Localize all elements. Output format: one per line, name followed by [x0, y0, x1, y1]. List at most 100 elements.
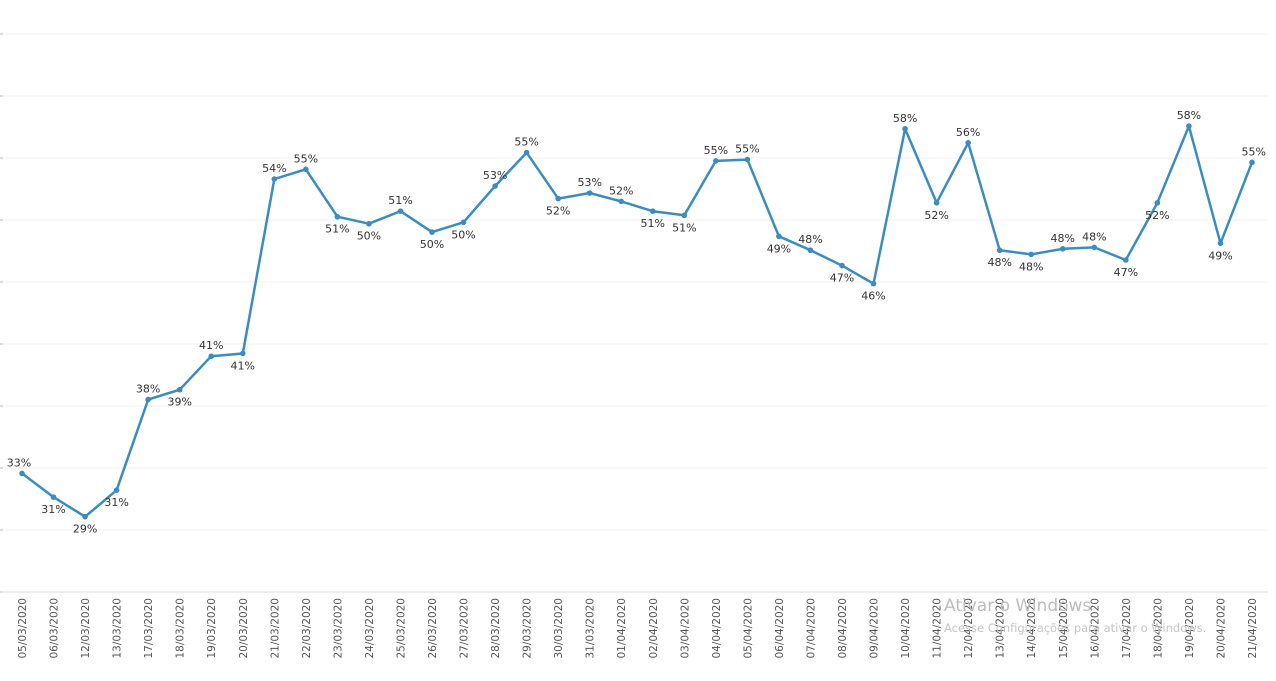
data-label: 31% — [41, 503, 65, 516]
data-point — [649, 208, 656, 214]
data-label: 48% — [1019, 260, 1043, 273]
data-point — [1186, 123, 1192, 129]
data-point — [366, 220, 372, 227]
x-axis: 05/03/2020 06/03/2020 12/03/2020 13/03/2020… — [17, 598, 1259, 659]
x-tick-label: 19/03/2020 — [206, 598, 218, 659]
data-point — [1154, 199, 1161, 206]
data-label: 52% — [1145, 209, 1169, 222]
data-point — [1028, 251, 1035, 258]
data-label: 47% — [1114, 266, 1138, 279]
data-label: 33% — [7, 456, 31, 469]
data-point — [933, 199, 940, 206]
x-tick-label: 18/04/2020 — [1152, 598, 1164, 659]
data-point — [1249, 159, 1255, 166]
data-point — [145, 396, 151, 403]
x-tick-label: 22/03/2020 — [301, 598, 313, 659]
x-tick-label: 29/03/2020 — [522, 598, 534, 659]
x-tick-label: 08/04/2020 — [837, 598, 849, 659]
series — [19, 123, 1255, 520]
data-label: 31% — [104, 496, 128, 509]
x-tick-label: 19/04/2020 — [1184, 598, 1196, 659]
data-label: 51% — [641, 217, 665, 230]
data-label: 51% — [388, 194, 412, 207]
data-point — [303, 166, 309, 173]
data-point — [271, 176, 278, 182]
data-point — [713, 158, 719, 164]
data-label: 50% — [451, 228, 475, 241]
data-label: 52% — [609, 184, 633, 197]
data-point — [744, 156, 751, 163]
data-label: 49% — [1208, 249, 1232, 262]
x-tick-label: 10/04/2020 — [900, 598, 912, 659]
data-label: 53% — [483, 169, 507, 182]
data-point — [397, 208, 404, 214]
data-point — [176, 386, 183, 393]
data-point — [839, 262, 845, 269]
data-point — [82, 513, 88, 520]
data-label: 41% — [199, 339, 223, 352]
data-point — [870, 280, 877, 287]
x-tick-label: 30/03/2020 — [553, 598, 565, 659]
data-label: 53% — [577, 176, 601, 189]
data-label: 48% — [987, 256, 1011, 269]
data-label: 39% — [167, 396, 191, 409]
data-label: 54% — [262, 162, 286, 175]
watermark-subtitle: Acesse Configurações para ativar o Windo… — [944, 621, 1206, 635]
data-label: 41% — [231, 359, 255, 372]
data-label: 55% — [1242, 145, 1266, 158]
data-point — [492, 183, 498, 189]
x-tick-label: 13/03/2020 — [112, 598, 124, 659]
x-tick-label: 15/04/2020 — [1058, 598, 1070, 659]
data-label: 48% — [798, 233, 822, 246]
gridlines — [0, 33, 1268, 593]
data-point — [1059, 246, 1066, 252]
data-labels: 33% 31% 29% 31% 38% 39% 41% 41% 54% 55% 51% 50% 51% 5… — [7, 109, 1266, 536]
data-point — [460, 219, 467, 226]
x-tick-label: 09/04/2020 — [869, 598, 881, 659]
data-point — [1217, 240, 1224, 247]
data-label: 55% — [294, 152, 318, 165]
x-tick-label: 06/03/2020 — [49, 598, 61, 659]
x-tick-label: 25/03/2020 — [395, 598, 407, 659]
x-tick-label: 07/04/2020 — [805, 598, 817, 659]
x-tick-label: 06/04/2020 — [774, 598, 786, 659]
data-point — [50, 494, 57, 500]
x-tick-label: 18/03/2020 — [175, 598, 187, 659]
data-label: 55% — [704, 144, 728, 157]
data-label: 58% — [893, 112, 917, 125]
x-tick-label: 26/03/2020 — [427, 598, 439, 659]
data-point — [965, 140, 971, 146]
windows-activation-watermark: Ativar o Windows Acesse Configurações pa… — [944, 596, 1206, 635]
x-tick-label: 04/04/2020 — [711, 598, 723, 659]
data-point — [523, 149, 530, 156]
x-tick-label: 20/04/2020 — [1215, 598, 1227, 659]
data-label: 55% — [514, 136, 538, 149]
series-line — [21, 124, 1254, 518]
x-tick-label: 01/04/2020 — [616, 598, 628, 659]
x-tick-label: 24/03/2020 — [364, 598, 376, 659]
x-tick-label: 12/03/2020 — [80, 598, 92, 659]
data-point — [19, 470, 25, 477]
x-tick-label: 16/04/2020 — [1089, 598, 1101, 659]
data-point — [618, 198, 625, 205]
watermark-title: Ativar o Windows — [944, 596, 1091, 616]
data-label: 51% — [672, 221, 696, 234]
data-point — [996, 247, 1003, 254]
data-label: 52% — [546, 205, 570, 218]
data-point — [681, 212, 688, 219]
data-label: 50% — [420, 238, 444, 251]
x-tick-label: 05/03/2020 — [17, 598, 29, 659]
data-point — [902, 126, 908, 132]
data-point — [776, 233, 782, 240]
data-label: 46% — [861, 290, 885, 303]
x-tick-label: 31/03/2020 — [585, 598, 597, 659]
data-label: 47% — [830, 272, 854, 285]
data-point — [586, 190, 593, 196]
x-tick-label: 17/03/2020 — [143, 598, 155, 659]
data-point — [239, 350, 246, 357]
data-point — [1091, 244, 1098, 251]
data-point — [555, 195, 561, 202]
data-label: 50% — [357, 230, 381, 243]
x-tick-label: 05/04/2020 — [742, 598, 754, 659]
